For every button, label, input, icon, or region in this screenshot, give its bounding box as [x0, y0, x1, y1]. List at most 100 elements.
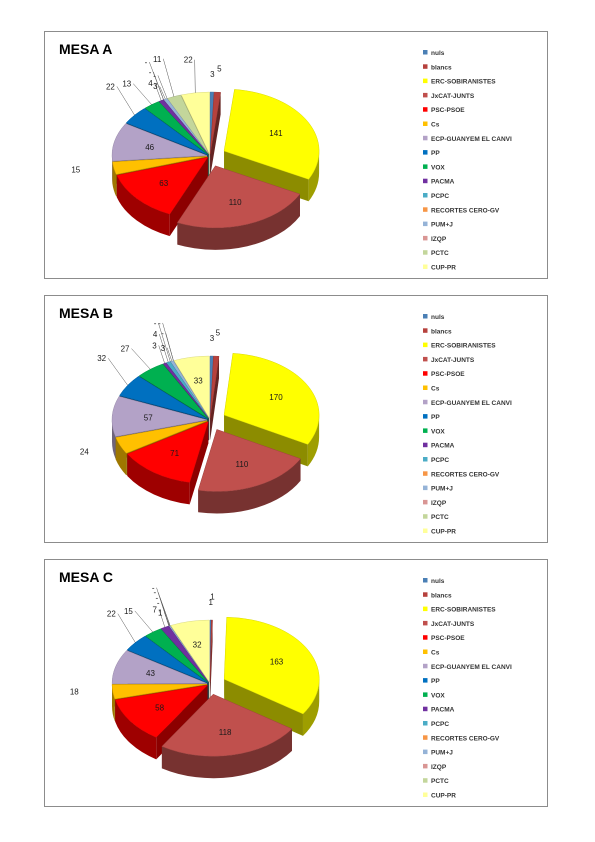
legend-swatch-pp	[423, 150, 428, 155]
legend-swatch-cup-pr	[423, 792, 428, 797]
data-label-cup-pr: 33	[194, 376, 203, 385]
legend-label-pcpc: PCPC	[431, 721, 449, 728]
legend-label-pctc: PCTC	[431, 250, 449, 257]
data-label-jxcat-junts: 110	[229, 198, 242, 207]
legend-swatch-blancs	[423, 64, 428, 69]
legend-label-erc-sobiranistes: ERC-SOBIRANISTES	[431, 79, 496, 86]
legend-label-erc-sobiranistes: ERC-SOBIRANISTES	[431, 343, 496, 350]
legend-swatch-pctc	[423, 514, 428, 519]
data-label-nuls: 3	[210, 334, 215, 343]
leader-line-vox	[133, 83, 152, 105]
data-label-recortes-cero-gv: -	[145, 58, 148, 67]
data-label-blancs: 5	[216, 328, 221, 337]
legend-label-izqp: IZQP	[431, 236, 447, 243]
legend-label-pp: PP	[431, 150, 440, 157]
chart-panel-mesa-b: MESA B 3 5 170 110 71 24 57 32 27 3 4-3- -33 nuls bl…	[44, 295, 548, 543]
leader-line-pctc	[157, 592, 171, 626]
legend-label-pp: PP	[431, 414, 440, 421]
legend-label-vox: VOX	[431, 428, 445, 435]
leader-line-pp	[116, 86, 135, 116]
data-label-pctc: -	[158, 319, 161, 328]
legend-swatch-recortes-cero-gv	[423, 735, 428, 740]
leader-line-izqp	[157, 75, 168, 99]
data-label-cs: 15	[71, 165, 80, 174]
legend-label-blancs: blancs	[431, 328, 452, 335]
legend-label-ecp-guanyem-el-canvi: ECP-GUANYEM EL CANVI	[431, 664, 512, 671]
chart-title: MESA C	[59, 569, 113, 585]
legend-swatch-blancs	[423, 592, 428, 597]
legend-label-ecp-guanyem-el-canvi: ECP-GUANYEM EL CANVI	[431, 136, 512, 143]
data-label-psc-psoe: 71	[170, 449, 179, 458]
chart-title: MESA A	[59, 41, 112, 57]
legend-label-izqp: IZQP	[431, 500, 447, 507]
legend-swatch-pacma	[423, 178, 428, 184]
data-label-izqp: -	[153, 71, 156, 80]
legend-label-cup-pr: CUP-PR	[431, 793, 456, 800]
legend-swatch-pum-j	[423, 749, 428, 755]
legend-swatch-cs	[423, 385, 428, 390]
chart-panel-mesa-c: MESA C 1 1 163 118 58 18 43 22 15 7- -1- -32 nuls bl…	[44, 559, 548, 807]
pie-slice-blancs	[209, 619, 213, 705]
data-label-erc-sobiranistes: 141	[269, 129, 283, 138]
chart-legend: nuls blancs ERC-SOBIRANISTES JxCAT-JUNTS PSC…	[423, 314, 512, 536]
data-label-psc-psoe: 58	[155, 703, 164, 712]
data-label-erc-sobiranistes: 170	[269, 393, 283, 402]
chart-title: MESA B	[59, 305, 113, 321]
legend-swatch-erc-sobiranistes	[423, 78, 428, 84]
legend-label-recortes-cero-gv: RECORTES CERO-GV	[431, 207, 500, 214]
leader-line-pum-j	[159, 86, 166, 100]
data-label-ecp-guanyem-el-canvi: 46	[145, 143, 154, 152]
leader-line-cup-pr	[194, 59, 196, 93]
legend-label-pcpc: PCPC	[431, 457, 449, 464]
legend-swatch-erc-sobiranistes	[423, 606, 428, 612]
pie-3d	[111, 89, 320, 250]
legend-swatch-vox	[423, 164, 428, 169]
data-label-jxcat-junts: 118	[219, 728, 232, 737]
legend-swatch-pacma	[423, 706, 428, 712]
legend-swatch-psc-psoe	[423, 371, 428, 376]
chart-panel-mesa-a: MESA A 3 5 141 110 63 15 46 22 13 4- -3-11 22 nuls b…	[44, 31, 548, 279]
legend-label-pp: PP	[431, 678, 440, 685]
leader-line-pctc	[163, 58, 175, 97]
leader-line-pum-j	[164, 612, 170, 626]
leader-line-recortes-cero-gv	[149, 61, 164, 100]
data-label-cup-pr: 22	[184, 56, 193, 65]
data-label-nuls: 3	[210, 70, 215, 79]
legend-swatch-pum-j	[423, 221, 428, 227]
legend-swatch-pp	[423, 678, 428, 683]
legend-swatch-ecp-guanyem-el-canvi	[423, 663, 428, 669]
legend-label-pctc: PCTC	[431, 514, 449, 521]
data-label-blancs: 5	[217, 65, 222, 74]
data-label-recortes-cero-gv: -	[154, 319, 157, 328]
legend-swatch-cs	[423, 649, 428, 654]
pie-slice-erc-sobiranistes	[223, 353, 320, 467]
data-label-ecp-guanyem-el-canvi: 43	[146, 669, 155, 678]
legend-swatch-pctc	[423, 778, 428, 783]
data-label-erc-sobiranistes: 163	[270, 658, 284, 667]
legend-label-vox: VOX	[431, 692, 445, 699]
pie-slice-blancs	[209, 91, 221, 177]
data-label-pp: 22	[106, 82, 115, 91]
legend-swatch-psc-psoe	[423, 107, 428, 112]
legend-swatch-vox	[423, 428, 428, 433]
leader-line-pacma	[154, 82, 162, 101]
legend-swatch-izqp	[423, 499, 428, 505]
leader-line-pp	[107, 358, 128, 386]
legend-swatch-blancs	[423, 328, 428, 333]
data-label-cup-pr: 32	[193, 640, 202, 649]
legend-swatch-pacma	[423, 442, 428, 448]
pie-slice-psc-psoe	[116, 156, 209, 237]
legend-label-psc-psoe: PSC-PSOE	[431, 635, 465, 642]
legend-label-recortes-cero-gv: RECORTES CERO-GV	[431, 735, 500, 742]
leader-line-pcpc	[159, 333, 169, 363]
leader-line-pacma	[158, 345, 165, 364]
pie-slice-erc-sobiranistes	[223, 616, 320, 736]
leader-line-pp	[117, 613, 136, 643]
legend-label-psc-psoe: PSC-PSOE	[431, 371, 465, 378]
data-label-vox: 15	[124, 607, 133, 616]
